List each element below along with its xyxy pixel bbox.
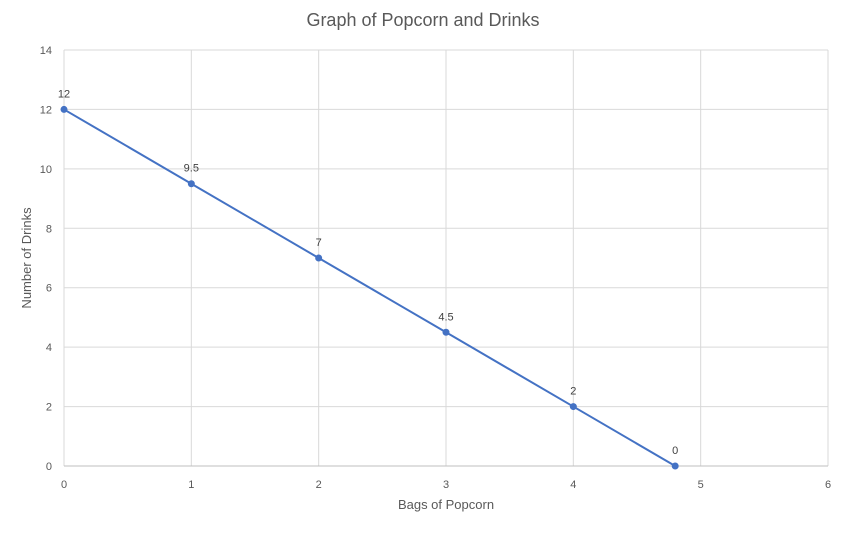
data-label: 4.5 xyxy=(438,311,453,323)
y-tick-label: 6 xyxy=(46,283,52,295)
series-line xyxy=(63,108,676,467)
x-tick-label: 6 xyxy=(825,479,831,491)
x-tick-label: 0 xyxy=(61,479,67,491)
label-layer: 12 9.5 7 4.5 2 0 xyxy=(58,88,678,457)
data-label: 2 xyxy=(570,386,576,398)
y-tick-label: 10 xyxy=(40,164,52,176)
x-axis-title: Bags of Popcorn xyxy=(398,497,494,512)
series-layer xyxy=(60,105,679,470)
y-tick-label: 8 xyxy=(46,223,52,235)
x-tick-label: 3 xyxy=(443,479,449,491)
x-tick-label: 2 xyxy=(316,479,322,491)
y-tick-label: 0 xyxy=(46,461,52,473)
y-tick-label: 14 xyxy=(40,45,52,57)
x-tick-label: 1 xyxy=(188,479,194,491)
data-point xyxy=(315,254,323,262)
x-tick-label: 4 xyxy=(570,479,576,491)
data-point xyxy=(569,403,577,411)
data-point xyxy=(60,105,68,113)
x-tick-label: 5 xyxy=(698,479,704,491)
data-point xyxy=(671,462,679,470)
data-point xyxy=(442,328,450,336)
data-label: 12 xyxy=(58,88,70,100)
y-tick-label: 2 xyxy=(46,402,52,414)
chart-title: Graph of Popcorn and Drinks xyxy=(306,10,539,30)
y-axis-title: Number of Drinks xyxy=(19,207,34,309)
y-tick-label: 4 xyxy=(46,342,52,354)
data-point xyxy=(187,180,195,188)
data-label: 0 xyxy=(672,445,678,457)
data-label: 7 xyxy=(316,237,322,249)
y-tick-label: 12 xyxy=(40,104,52,116)
data-label: 9.5 xyxy=(184,163,199,175)
grid-layer xyxy=(63,49,829,466)
